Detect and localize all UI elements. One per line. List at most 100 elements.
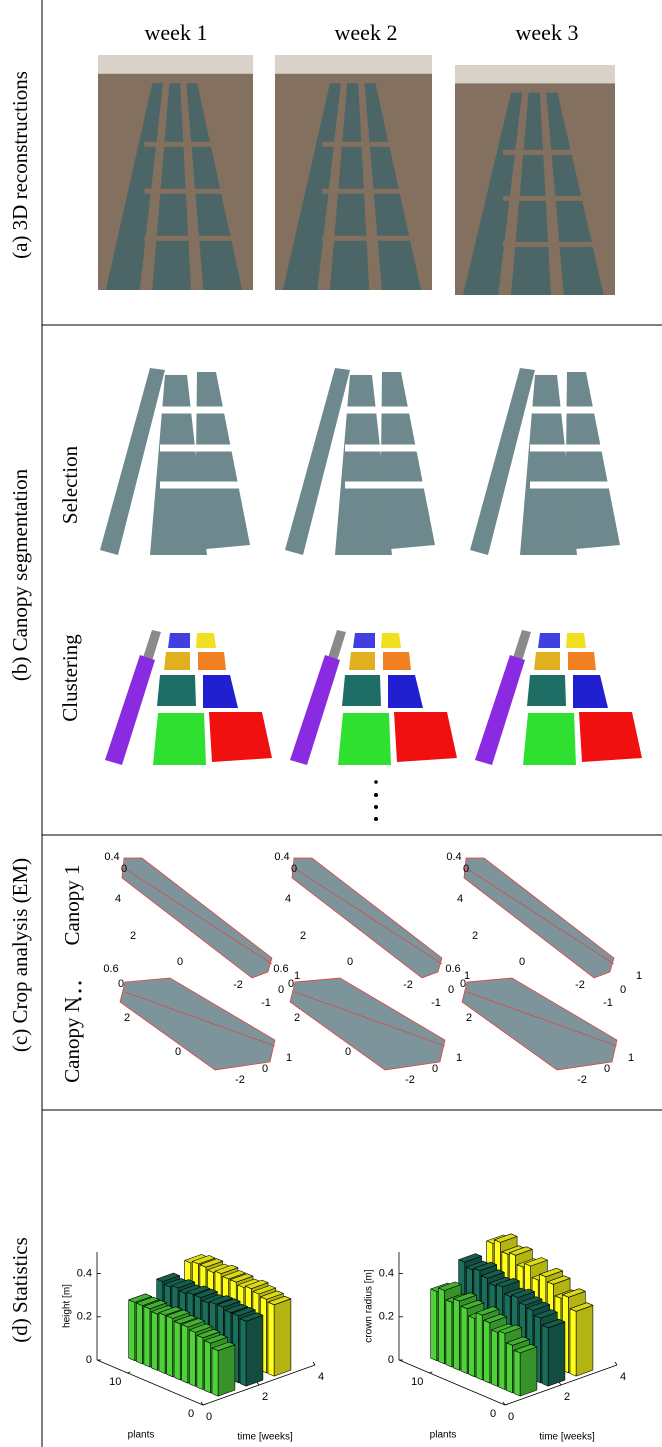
cluster xyxy=(353,633,375,648)
time-tick xyxy=(559,1382,561,1385)
y-tick-label: 0 xyxy=(86,1354,92,1366)
axis-tick-label: 0.4 xyxy=(274,851,289,863)
figure: week 1 week 2 week 3 (a) 3D reconstructi… xyxy=(0,0,662,1447)
cluster xyxy=(164,652,190,670)
axis-tick-label: -1 xyxy=(431,997,441,1009)
cluster xyxy=(388,675,423,708)
axis-tick-label: -2 xyxy=(403,979,413,991)
plant-axis-label: plants xyxy=(128,1430,155,1441)
axis-tick-label: -2 xyxy=(235,1074,245,1086)
axis-tick-label: 0 xyxy=(177,956,183,968)
time-tick xyxy=(257,1382,259,1385)
canopy xyxy=(195,372,250,550)
row-label: Canopy N xyxy=(60,997,84,1083)
axis-tick-label: 0 xyxy=(432,1063,438,1075)
em-panel: 0.6020-201 xyxy=(273,963,462,1086)
bar xyxy=(514,1344,537,1396)
time-tick xyxy=(313,1362,315,1365)
cluster xyxy=(203,675,238,708)
selection-image xyxy=(470,368,630,555)
bar-side xyxy=(218,1345,235,1396)
time-tick xyxy=(615,1362,617,1365)
reconstruction-image xyxy=(275,55,432,290)
bar xyxy=(212,1342,235,1396)
cluster xyxy=(573,675,608,708)
cluster xyxy=(383,652,411,670)
selection-image xyxy=(285,368,445,555)
fit-edge xyxy=(466,868,614,964)
section-label: (c) Crop analysis (EM) xyxy=(8,858,32,1052)
time-tick-label: 0 xyxy=(508,1411,514,1423)
plant-tick xyxy=(127,1372,130,1373)
y-tick-label: 0 xyxy=(388,1354,394,1366)
axis-tick-label: 0 xyxy=(262,1063,268,1075)
bar-front xyxy=(174,1321,180,1380)
axis-tick-label: 2 xyxy=(130,930,136,942)
ellipsis xyxy=(374,793,378,821)
axis-tick-label: 2 xyxy=(466,1012,472,1024)
bar-front xyxy=(484,1320,490,1383)
axis-tick-label: -2 xyxy=(577,1074,587,1086)
plant-tick-label: 10 xyxy=(411,1376,423,1388)
photo-sky xyxy=(98,55,253,74)
bar-front xyxy=(453,1299,459,1371)
canopy-fit xyxy=(290,978,445,1070)
axis-tick-label: 0 xyxy=(175,1046,181,1058)
clustering-image xyxy=(290,630,457,765)
bar xyxy=(570,1303,593,1376)
axis-tick-label: 0 xyxy=(118,978,124,990)
bar-front xyxy=(167,1316,173,1377)
y-axis-label: height [m] xyxy=(62,1284,73,1328)
clustering-image xyxy=(475,630,642,765)
canopy-fit xyxy=(122,858,272,978)
plant-tick xyxy=(429,1372,432,1373)
y-tick-label: 0.4 xyxy=(379,1268,394,1280)
cluster xyxy=(566,633,586,648)
row-label: Canopy 1 xyxy=(60,864,84,945)
fit-edge xyxy=(294,868,442,964)
bar-front xyxy=(469,1316,475,1377)
cluster xyxy=(153,713,206,765)
axis-tick-label: 0 xyxy=(620,984,626,996)
time-axis-label: time [weeks] xyxy=(237,1432,293,1443)
axis-tick-label: 0 xyxy=(463,863,469,875)
bar-side xyxy=(520,1347,537,1396)
row-label: Clustering xyxy=(58,634,82,722)
bar-front xyxy=(129,1300,135,1361)
axis-tick-label: 0.6 xyxy=(103,963,118,975)
photo-sky xyxy=(455,65,615,83)
y-tick-label: 0.2 xyxy=(379,1311,394,1323)
plant-tick xyxy=(505,1404,508,1405)
cluster xyxy=(209,712,272,762)
cluster xyxy=(196,633,216,648)
time-tick-label: 2 xyxy=(564,1391,570,1403)
axis-tick-label: 2 xyxy=(300,930,306,942)
section-label: (b) Canopy segmentation xyxy=(8,468,32,681)
axis-tick-label: 0 xyxy=(278,984,284,996)
photo-sky xyxy=(275,55,432,74)
cluster xyxy=(527,675,566,706)
time-tick-label: 4 xyxy=(620,1371,626,1383)
bar-side xyxy=(548,1322,565,1386)
bar-side xyxy=(246,1315,263,1386)
bar-front xyxy=(151,1312,157,1371)
week-label: week 3 xyxy=(516,20,579,45)
y-tick-label: 0.2 xyxy=(77,1311,92,1323)
axis-tick-label: 1 xyxy=(294,970,300,982)
reconstruction-image xyxy=(98,55,253,290)
cluster xyxy=(342,675,381,706)
cluster xyxy=(198,652,226,670)
bar-front xyxy=(159,1313,165,1374)
cluster xyxy=(349,652,375,670)
em-panel: 0.602-201 xyxy=(445,963,634,1086)
bar-front xyxy=(144,1306,150,1367)
cluster xyxy=(538,633,560,648)
cluster xyxy=(105,655,155,765)
bar-front xyxy=(446,1300,452,1367)
axis-tick-label: 2 xyxy=(124,1012,130,1024)
fit-edge xyxy=(124,868,272,964)
bar-chart: 00.20.4010024height [m]plantstime [weeks… xyxy=(62,1252,324,1443)
bar-front xyxy=(461,1306,467,1373)
axis-tick-label: 4 xyxy=(285,893,291,905)
